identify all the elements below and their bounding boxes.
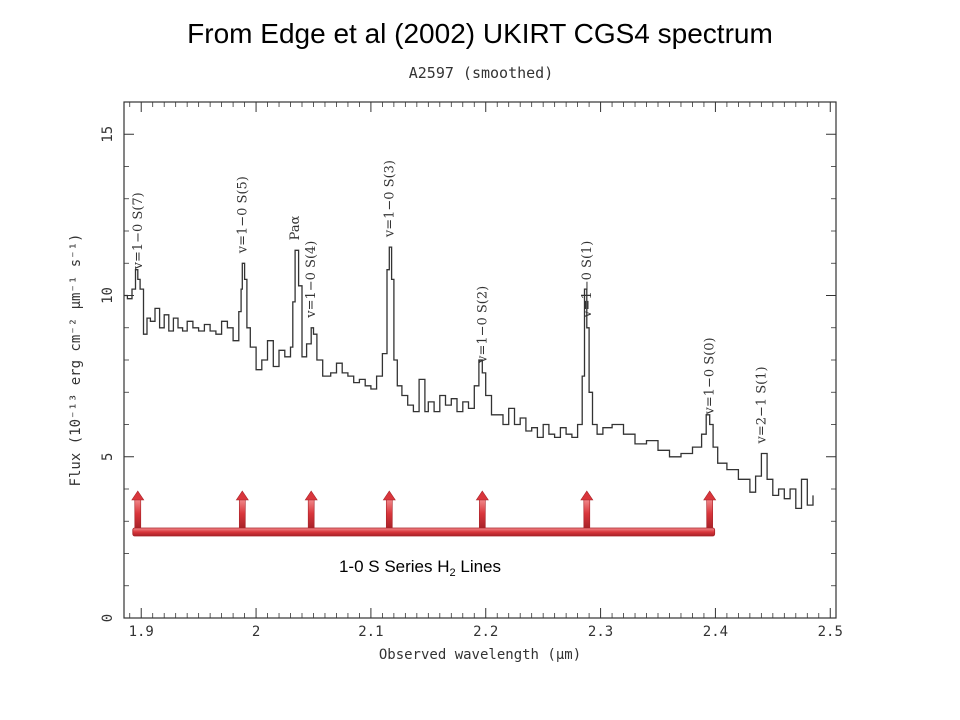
h2-arrow-shaft <box>307 498 315 529</box>
emission-line-label: v=1−0 S(5) <box>235 176 250 254</box>
emission-line-label: v=2−1 S(1) <box>754 366 769 444</box>
h2-arrow-head <box>382 490 396 501</box>
h2-arrow-head <box>131 490 145 501</box>
h2-arrow-head <box>475 490 489 501</box>
h2-arrow-head <box>703 490 717 501</box>
emission-line-label: v=1−0 S(7) <box>131 192 146 270</box>
x-tick-label: 2.1 <box>358 624 383 640</box>
emission-line-label: v=1−0 S(2) <box>475 286 490 364</box>
h2-series-label: 1-0 S Series H2 Lines <box>339 557 501 579</box>
axes: 1.9 2 2.1 2.2 2.3 2.4 2.5 0 5 10 15 <box>100 101 843 640</box>
y-tick-label: 5 <box>100 453 116 461</box>
h2-arrow-shaft <box>583 498 591 529</box>
h2-marker-bar <box>132 527 716 537</box>
h2-marker-arrows <box>131 490 717 537</box>
emission-line-label: v=1−0 S(3) <box>382 160 397 238</box>
h2-arrow-shaft <box>706 498 713 529</box>
emission-line-label: v=1−0 S(4) <box>304 241 319 319</box>
h2-arrow-shaft <box>238 498 246 529</box>
y-axis-label: Flux (10⁻¹³ erg cm⁻² μm⁻¹ s⁻¹) <box>68 234 84 487</box>
y-tick-label: 10 <box>100 287 116 304</box>
x-tick-label: 2.5 <box>818 624 843 640</box>
h2-arrow-head <box>580 490 594 501</box>
x-tick-label: 2.2 <box>473 624 498 640</box>
x-tick-label: 2 <box>252 624 260 640</box>
x-axis-label: Observed wavelength (μm) <box>379 647 581 663</box>
y-tick-label: 0 <box>100 614 116 622</box>
h2-arrow-shaft <box>134 498 142 529</box>
h2-arrow-shaft <box>478 498 486 529</box>
h2-arrow-head <box>304 490 318 501</box>
x-tick-label: 1.9 <box>129 624 154 640</box>
h2-arrow-head <box>235 490 249 501</box>
slide-title: From Edge et al (2002) UKIRT CGS4 spectr… <box>187 18 773 49</box>
x-tick-label: 2.4 <box>703 624 728 640</box>
chart-title: A2597 (smoothed) <box>409 64 554 82</box>
emission-line-label: v=1−0 S(0) <box>703 337 718 415</box>
spectrum-line <box>124 246 814 510</box>
x-tick-label: 2.3 <box>588 624 613 640</box>
emission-line-label: v=1−0 S(1) <box>580 241 595 319</box>
emission-line-label: Paα <box>288 215 303 240</box>
y-tick-label: 15 <box>100 126 116 143</box>
h2-arrow-shaft <box>385 498 393 529</box>
